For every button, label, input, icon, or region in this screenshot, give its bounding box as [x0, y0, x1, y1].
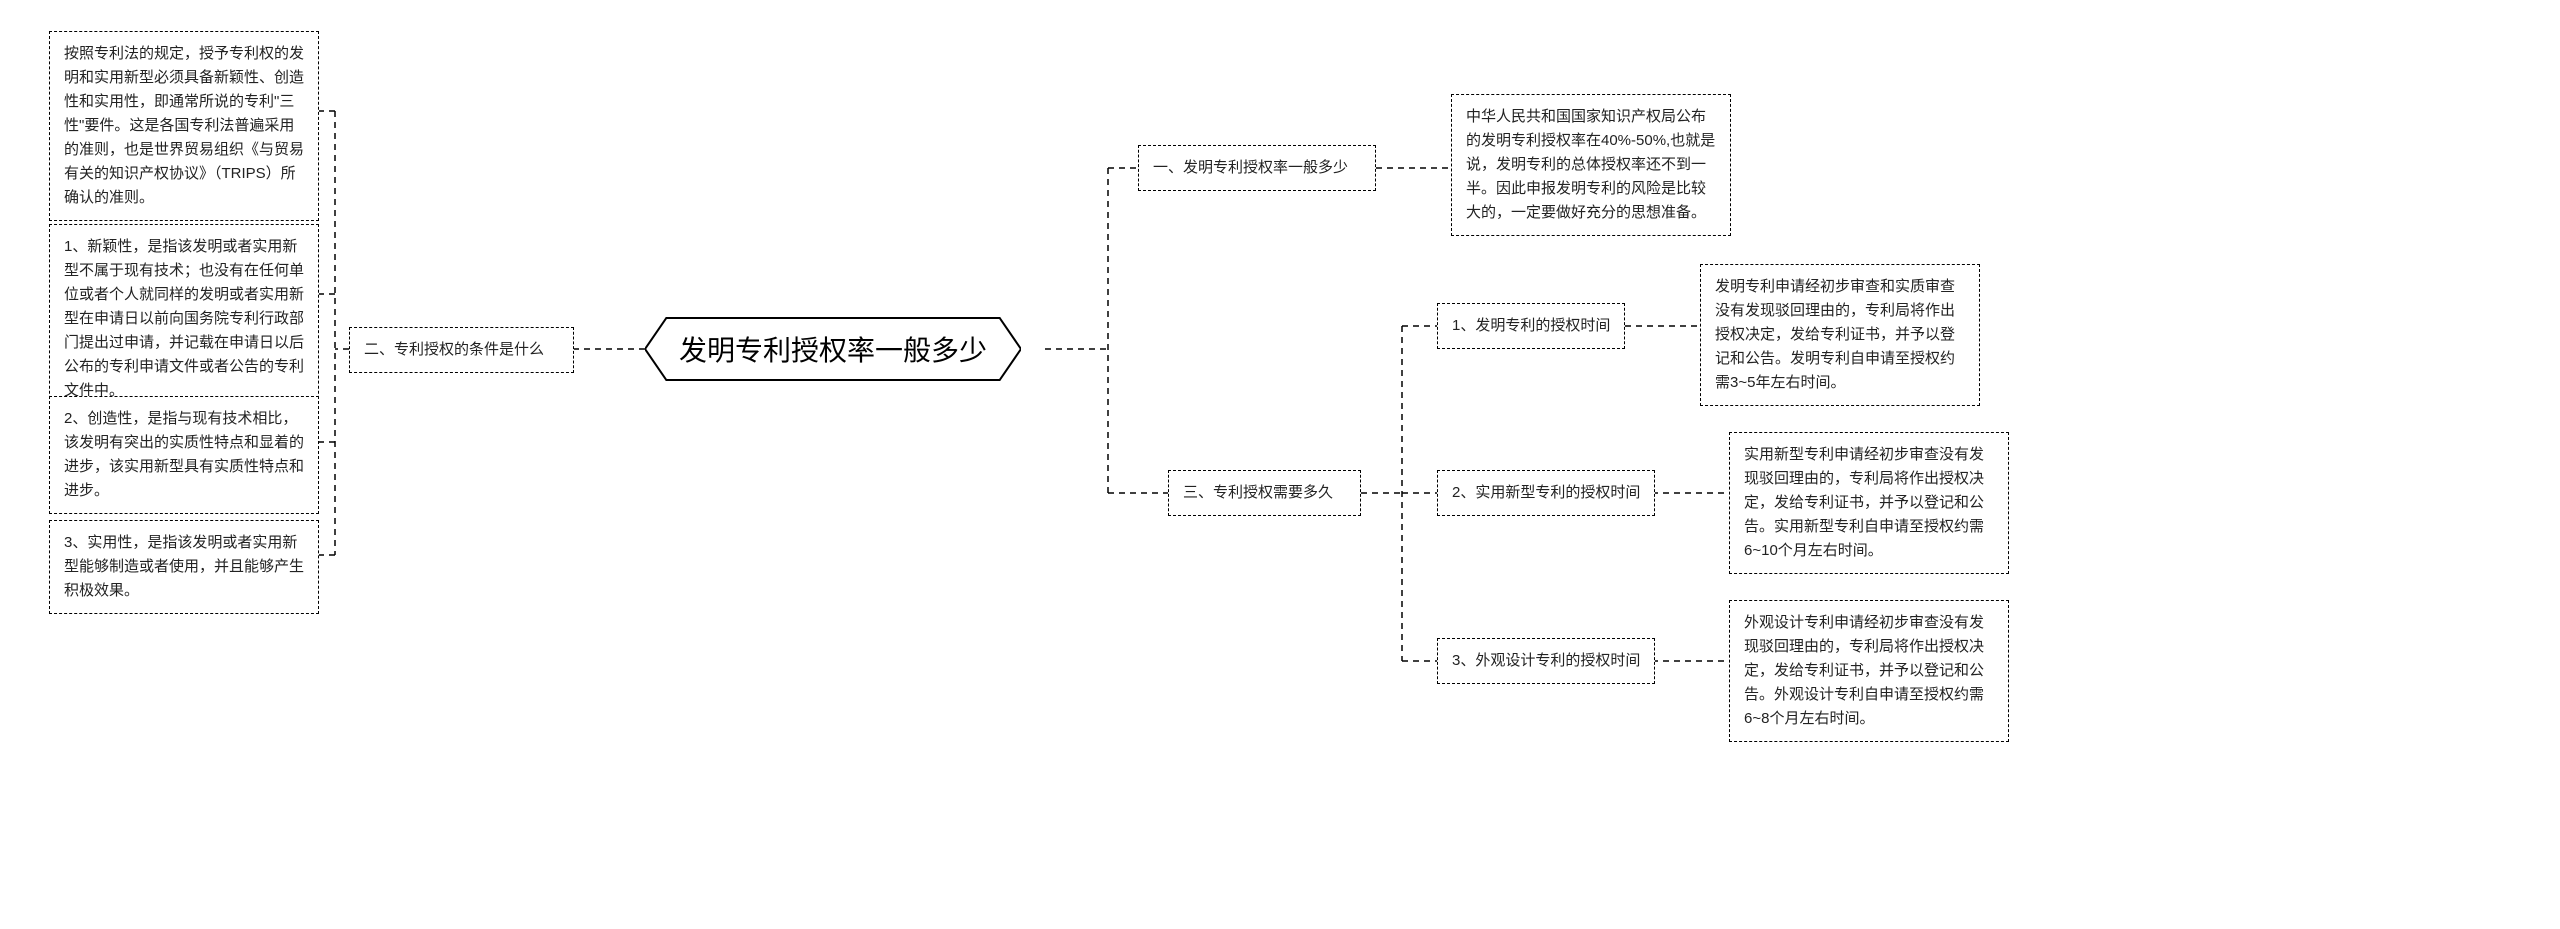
leaf-2-3-text: 3、实用性，是指该发明或者实用新型能够制造或者使用，并且能够产生积极效果。	[64, 534, 304, 599]
branch-3: 三、专利授权需要多久	[1168, 470, 1361, 516]
sub-3-2-label: 3、外观设计专利的授权时间	[1452, 652, 1640, 669]
leaf-2-0: 按照专利法的规定，授予专利权的发明和实用新型必须具备新颖性、创造性和实用性，即通…	[49, 31, 319, 221]
root-node: 发明专利授权率一般多少	[645, 317, 1021, 381]
leaf-2-1: 1、新颖性，是指该发明或者实用新型不属于现有技术；也没有在任何单位或者个人就同样…	[49, 224, 319, 414]
sub-3-2: 3、外观设计专利的授权时间	[1437, 638, 1655, 684]
sub-3-0: 1、发明专利的授权时间	[1437, 303, 1625, 349]
branch-1: 一、发明专利授权率一般多少	[1138, 145, 1376, 191]
leaf-1-0: 中华人民共和国国家知识产权局公布的发明专利授权率在40%-50%,也就是说，发明…	[1451, 94, 1731, 236]
leaf-3-0-text: 发明专利申请经初步审查和实质审查没有发现驳回理由的，专利局将作出授权决定，发给专…	[1715, 278, 1955, 391]
leaf-3-1-text: 实用新型专利申请经初步审查没有发现驳回理由的，专利局将作出授权决定，发给专利证书…	[1744, 446, 1984, 559]
branch-2-label: 二、专利授权的条件是什么	[364, 341, 544, 358]
leaf-3-1: 实用新型专利申请经初步审查没有发现驳回理由的，专利局将作出授权决定，发给专利证书…	[1729, 432, 2009, 574]
sub-3-1: 2、实用新型专利的授权时间	[1437, 470, 1655, 516]
leaf-3-2-text: 外观设计专利申请经初步审查没有发现驳回理由的，专利局将作出授权决定，发给专利证书…	[1744, 614, 1984, 727]
leaf-2-2: 2、创造性，是指与现有技术相比，该发明有突出的实质性特点和显着的进步，该实用新型…	[49, 396, 319, 514]
leaf-3-0: 发明专利申请经初步审查和实质审查没有发现驳回理由的，专利局将作出授权决定，发给专…	[1700, 264, 1980, 406]
leaf-1-0-text: 中华人民共和国国家知识产权局公布的发明专利授权率在40%-50%,也就是说，发明…	[1466, 108, 1715, 221]
leaf-2-3: 3、实用性，是指该发明或者实用新型能够制造或者使用，并且能够产生积极效果。	[49, 520, 319, 614]
leaf-2-0-text: 按照专利法的规定，授予专利权的发明和实用新型必须具备新颖性、创造性和实用性，即通…	[64, 45, 304, 206]
sub-3-1-label: 2、实用新型专利的授权时间	[1452, 484, 1640, 501]
branch-1-label: 一、发明专利授权率一般多少	[1153, 159, 1348, 176]
branch-3-label: 三、专利授权需要多久	[1183, 484, 1333, 501]
leaf-2-2-text: 2、创造性，是指与现有技术相比，该发明有突出的实质性特点和显着的进步，该实用新型…	[64, 410, 304, 499]
connectors	[0, 0, 2560, 929]
sub-3-0-label: 1、发明专利的授权时间	[1452, 317, 1610, 334]
leaf-3-2: 外观设计专利申请经初步审查没有发现驳回理由的，专利局将作出授权决定，发给专利证书…	[1729, 600, 2009, 742]
root-label: 发明专利授权率一般多少	[679, 329, 987, 369]
leaf-2-1-text: 1、新颖性，是指该发明或者实用新型不属于现有技术；也没有在任何单位或者个人就同样…	[64, 238, 304, 399]
branch-2: 二、专利授权的条件是什么	[349, 327, 574, 373]
